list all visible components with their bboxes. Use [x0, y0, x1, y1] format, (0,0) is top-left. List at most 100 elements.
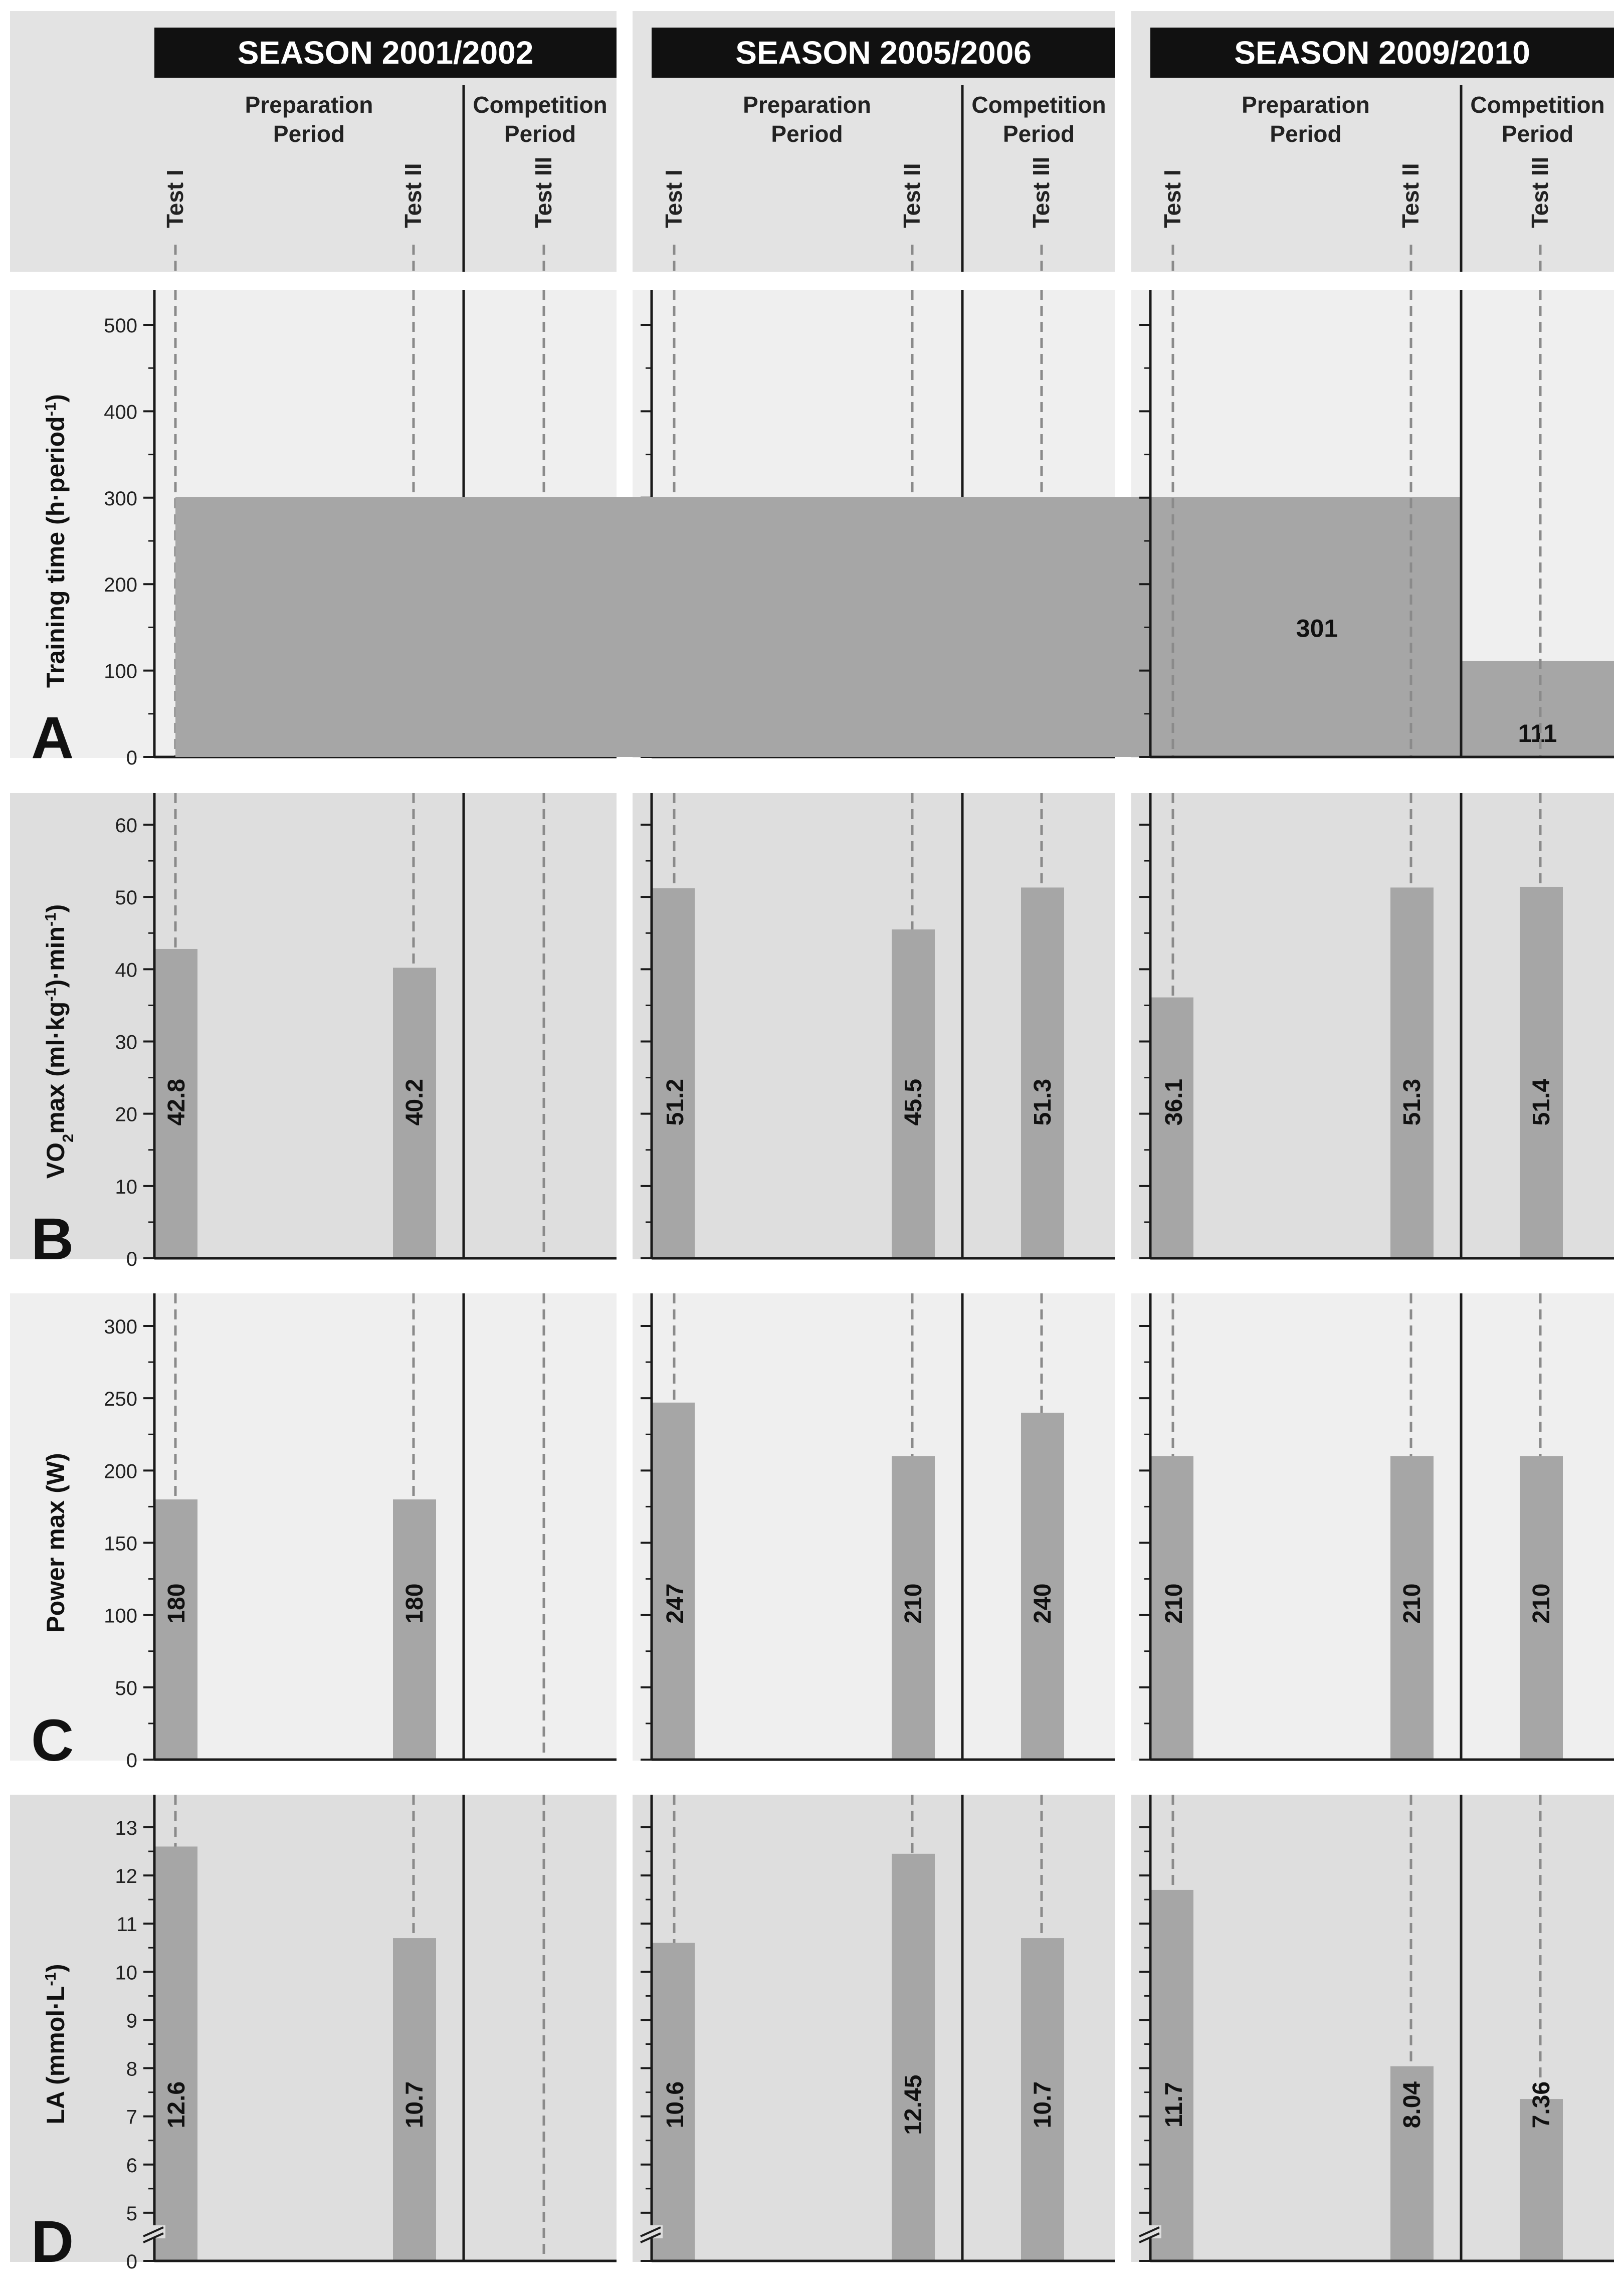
axis-break-mark	[143, 2232, 164, 2243]
y-tick-label: 100	[104, 661, 137, 683]
season-title-bar	[1150, 28, 1614, 78]
bar	[652, 1402, 695, 1760]
bar-value-label: 111	[1518, 719, 1557, 747]
y-axis-title: Power max (W)	[42, 1453, 70, 1632]
y-tick-label: 9	[126, 2010, 137, 2032]
test-label: Test I	[1159, 169, 1185, 228]
competition-period-label: Competition Period	[971, 92, 1106, 147]
bar-value-label: 210	[1399, 1584, 1426, 1624]
y-tick-label: 300	[104, 1316, 137, 1338]
y-tick-label: 0	[126, 1750, 137, 1772]
bar	[1021, 1938, 1064, 2261]
panel-letter: B	[31, 1206, 74, 1272]
chart-panel	[10, 1293, 617, 1761]
bar	[1390, 2066, 1434, 2261]
bar-value-label: 210	[900, 1584, 927, 1624]
bar	[154, 1846, 197, 2261]
y-tick-label: 6	[126, 2155, 137, 2177]
axis-break-mark	[143, 2226, 164, 2237]
y-tick-label: 5	[126, 2203, 137, 2225]
bar-value-label: 10.7	[401, 2081, 428, 2128]
season-title: SEASON 2001/2002	[238, 35, 534, 71]
bar-value-label: 51.3	[1030, 1079, 1056, 1125]
bar	[892, 1853, 935, 2261]
season-title: SEASON 2009/2010	[1234, 35, 1530, 71]
bar-value-label: 51.3	[1399, 1079, 1426, 1125]
season-title: SEASON 2005/2006	[735, 35, 1032, 71]
bar-value-label: 11.7	[1161, 2082, 1187, 2128]
bar-value-label: 51.2	[662, 1079, 689, 1125]
season-title-bar	[154, 28, 617, 78]
preparation-period-label: Preparation Period	[1242, 92, 1370, 147]
chart-panel	[10, 1795, 617, 2262]
bar	[1520, 886, 1563, 1258]
y-axis-title: Training time (h·period-1)	[42, 394, 70, 688]
bar-value-label: 210	[1528, 1584, 1555, 1624]
bar	[393, 968, 436, 1258]
y-axis-title: VO2max (ml·kg-1)·min-1)	[42, 904, 77, 1179]
bar	[1150, 1889, 1193, 2261]
test-label: Test III	[530, 157, 556, 228]
bar	[1021, 1413, 1064, 1760]
bar	[892, 929, 935, 1258]
bar-value-label: 180	[163, 1584, 190, 1624]
bar	[1021, 887, 1064, 1258]
bar-value-label: 42.8	[163, 1079, 190, 1125]
y-tick-label: 10	[115, 1962, 138, 1984]
bar	[652, 888, 695, 1258]
y-tick-label: 60	[115, 815, 138, 837]
y-tick-label: 12	[115, 1865, 138, 1887]
bar-value-label: 10.6	[662, 2081, 689, 2128]
test-label: Test III	[1527, 157, 1553, 228]
bar	[393, 1499, 436, 1760]
bar	[1390, 1456, 1434, 1760]
bar	[393, 1938, 436, 2261]
test-label: Test II	[400, 163, 426, 228]
panel-letter: D	[31, 2209, 74, 2275]
y-tick-label: 13	[115, 1817, 138, 1839]
bar	[1461, 661, 1614, 757]
bar-value-label: 7.36	[1528, 2081, 1555, 2128]
bar	[154, 1499, 197, 1760]
test-label: Test I	[661, 169, 687, 228]
panel-letter: A	[31, 705, 74, 771]
bar	[154, 948, 197, 1258]
bar-value-label: 45.5	[900, 1079, 927, 1125]
bar-value-label: 240	[1030, 1584, 1056, 1624]
axis-break-mark	[1139, 2232, 1160, 2243]
y-tick-label: 200	[104, 1460, 137, 1482]
bar	[1520, 2099, 1563, 2261]
bar-value-label: 12.6	[163, 2081, 190, 2128]
axis-break-mark	[640, 2226, 661, 2237]
bar-value-label: 247	[662, 1584, 689, 1624]
axis-break-mark	[640, 2232, 661, 2243]
y-tick-label: 50	[115, 887, 138, 909]
y-tick-label: 300	[104, 488, 137, 510]
test-label: Test III	[1028, 157, 1054, 228]
y-tick-label: 0	[126, 747, 137, 769]
axis-break-mark	[1139, 2226, 1160, 2237]
bar	[175, 497, 1461, 757]
bar-value-label: 12.45	[900, 2075, 927, 2135]
bar	[1390, 887, 1434, 1258]
preparation-period-label: Preparation Period	[245, 92, 373, 147]
y-tick-label: 8	[126, 2058, 137, 2080]
bar	[652, 1943, 695, 2261]
bar-value-label: 36.1	[1161, 1079, 1187, 1125]
bar-value-label: 301	[1296, 615, 1338, 643]
y-tick-label: 7	[126, 2107, 137, 2129]
panel-letter: C	[31, 1707, 74, 1774]
bar	[1150, 997, 1193, 1258]
y-tick-label: 11	[116, 1914, 137, 1936]
bar-value-label: 51.4	[1528, 1079, 1555, 1126]
bar	[892, 1456, 935, 1760]
bar-value-label: 40.2	[401, 1079, 428, 1125]
test-label: Test II	[1397, 163, 1424, 228]
y-axis-title: LA (mmol·L-1)	[42, 1964, 70, 2124]
chart-panel	[10, 793, 617, 1259]
bar-value-label: 10.7	[1030, 2081, 1056, 2128]
bar-value-label: 180	[401, 1584, 428, 1624]
y-tick-label: 40	[115, 959, 138, 981]
bar-value-label: 8.04	[1399, 2081, 1426, 2129]
y-tick-label: 400	[104, 401, 137, 423]
